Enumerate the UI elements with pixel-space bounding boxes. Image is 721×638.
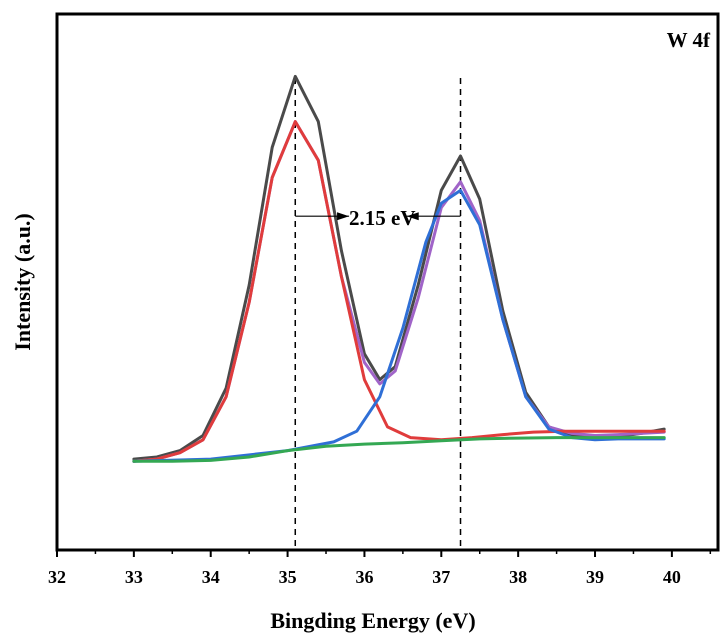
x-tick-label-33: 33: [125, 567, 143, 587]
plot-frame: [55, 12, 720, 552]
y-axis-title: Intensity (a.u.): [10, 213, 35, 351]
x-tick-label-34: 34: [202, 567, 220, 587]
series-line-2: [132, 120, 666, 463]
x-tick-label-40: 40: [663, 567, 681, 587]
x-tick-label-37: 37: [432, 567, 450, 587]
reference-lines: [294, 78, 462, 550]
x-tick-label-38: 38: [509, 567, 527, 587]
arrow-layer: [295, 212, 461, 221]
annotation-label: 2.15 eV: [349, 206, 416, 230]
arrow-head-0: [337, 212, 350, 221]
series-layer: [132, 74, 666, 463]
series-line-4: [132, 436, 666, 463]
x-tick-label-35: 35: [279, 567, 297, 587]
series-line-0: [132, 74, 666, 461]
x-axis-ticks: 32 33 34 35 36 37 38 39 40: [48, 550, 712, 587]
x-tick-label-36: 36: [355, 567, 373, 587]
arrow-head-1: [406, 212, 419, 221]
panel-label: W 4f: [667, 28, 711, 52]
series-line-1: [132, 120, 666, 463]
x-tick-label-32: 32: [48, 567, 66, 587]
x-tick-label-39: 39: [586, 567, 604, 587]
x-axis-title: Bingding Energy (eV): [270, 608, 475, 633]
series-line-3: [132, 188, 666, 463]
